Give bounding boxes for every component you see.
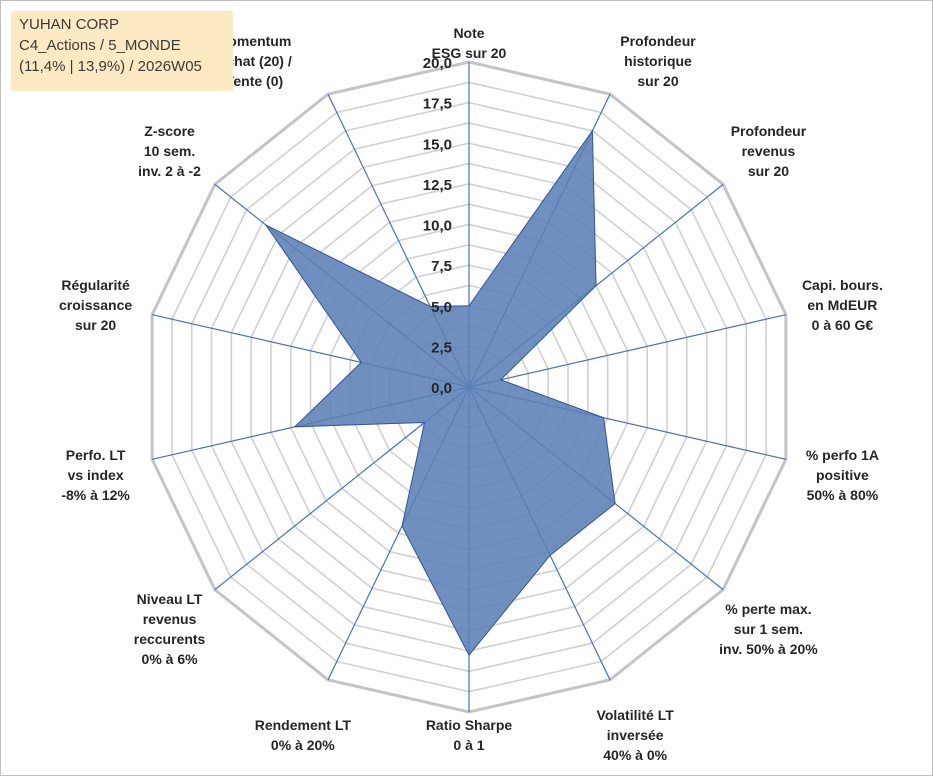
tick-label: 7,5 (431, 258, 452, 275)
axis-label-line: Profondeur (620, 33, 696, 49)
axis-label-line: inversée (607, 727, 664, 743)
axis-label-line: 0% à 6% (142, 651, 199, 667)
axis-label-line: revenus (143, 611, 197, 627)
axis-label: % perte max. sur 1 sem. inv. 50% à 20% (719, 601, 818, 657)
axis-label: Rendement LT 0% à 20% (255, 717, 352, 753)
axis-label-line: Régularité (61, 277, 130, 293)
company-name: YUHAN CORP (19, 14, 233, 35)
axis-label-line: % perfo 1A (806, 447, 879, 463)
tick-label: 5,0 (431, 299, 452, 316)
axis-label-line: en MdEUR (807, 297, 877, 313)
axis-label-line: Volatilité LT (597, 707, 675, 723)
axis-label-line: Perfo. LT (66, 447, 126, 463)
axis-label-line: 0% à 20% (271, 737, 335, 753)
axis-label-line: sur 20 (637, 73, 678, 89)
tick-label: 2,5 (431, 339, 452, 356)
axis-label: Profondeur revenus sur 20 (731, 123, 807, 179)
axis-label: Capi. bours. en MdEUR 0 à 60 G€ (802, 277, 883, 333)
axis-label-line: Rendement LT (255, 717, 352, 733)
axis-label: Profondeur historique sur 20 (620, 33, 696, 89)
axis-label-line: Ratio Sharpe (426, 717, 513, 733)
axis-label-line: 10 sem. (144, 143, 195, 159)
axis-label-line: Niveau LT (137, 591, 203, 607)
axis-label-line: sur 1 sem. (734, 621, 803, 637)
axis-label-line: sur 20 (748, 163, 789, 179)
axis-label-line: 50% à 80% (807, 487, 879, 503)
axis-label-line: 0 à 1 (453, 737, 484, 753)
axis-label-line: croissance (59, 297, 132, 313)
axis-label: Ratio Sharpe 0 à 1 (426, 717, 513, 753)
axis-label-line: sur 20 (75, 317, 116, 333)
axis-label-line: Profondeur (731, 123, 807, 139)
axis-label: Note ESG sur 20 (432, 25, 507, 61)
tick-label: 17,5 (423, 96, 452, 113)
axis-label-line: -8% à 12% (61, 487, 130, 503)
chart-title-box: YUHAN CORP C4_Actions / 5_MONDE (11,4% |… (11, 11, 233, 91)
tick-label: 12,5 (423, 177, 452, 194)
tick-label: 10,0 (423, 218, 452, 235)
axis-label-line: 0 à 60 G€ (812, 317, 874, 333)
axis-label: % perfo 1A positive 50% à 80% (806, 447, 879, 503)
axis-label-line: Capi. bours. (802, 277, 883, 293)
tick-label: 15,0 (423, 136, 452, 153)
axis-label-line: inv. 2 à -2 (138, 163, 201, 179)
axis-label-line: Note (453, 25, 484, 41)
axis-label-line: inv. 50% à 20% (719, 641, 818, 657)
axis-label-line: vs index (68, 467, 124, 483)
axis-label-line: Vente (0) (225, 73, 283, 89)
axis-label: Niveau LT revenus reccurents 0% à 6% (134, 591, 206, 667)
axis-label-line: reccurents (134, 631, 206, 647)
axis-label-line: ESG sur 20 (432, 45, 507, 61)
tick-label: 0,0 (431, 380, 452, 397)
period-label: (11,4% | 13,9%) / 2026W05 (19, 56, 233, 77)
axis-label-line: Z-score (144, 123, 195, 139)
axis-label: Z-score 10 sem. inv. 2 à -2 (138, 123, 201, 179)
axis-label-line: 40% à 0% (603, 747, 667, 763)
axis-label-line: revenus (742, 143, 796, 159)
axis-label-line: historique (624, 53, 692, 69)
category-label: C4_Actions / 5_MONDE (19, 35, 233, 56)
axis-label: Perfo. LT vs index -8% à 12% (61, 447, 130, 503)
axis-label-line: % perte max. (725, 601, 811, 617)
axis-label: Régularité croissance sur 20 (59, 277, 132, 333)
axis-label-line: positive (816, 467, 869, 483)
axis-label: Volatilité LT inversée 40% à 0% (597, 707, 675, 763)
